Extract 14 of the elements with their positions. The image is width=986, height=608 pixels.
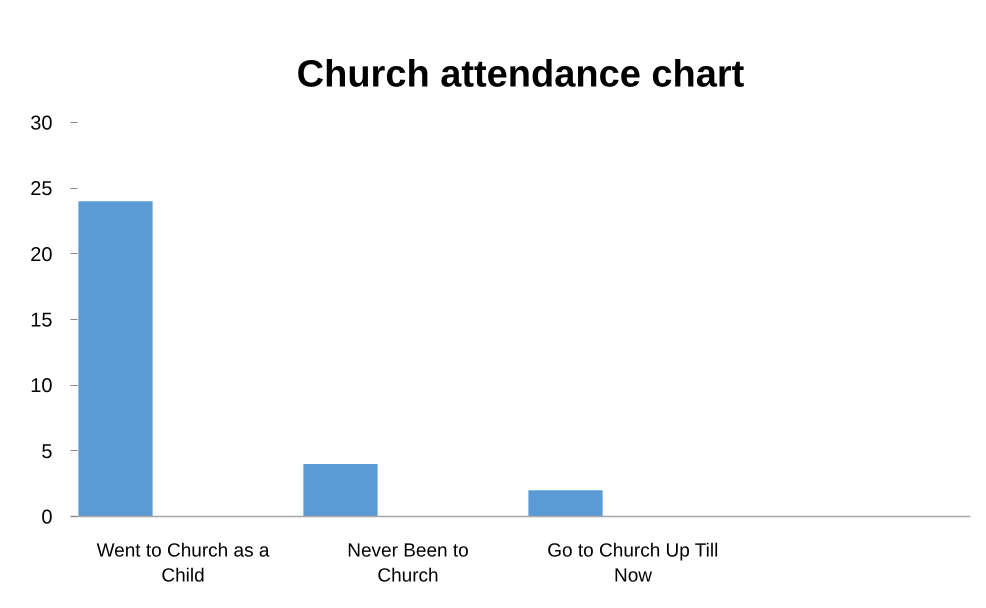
chart-title: Church attendance chart bbox=[296, 54, 745, 96]
y-tick-label: 5 bbox=[41, 440, 52, 463]
y-tick-label: 20 bbox=[30, 244, 53, 266]
x-tick-label: Went to Church as a Child bbox=[96, 540, 270, 587]
y-tick-label: 0 bbox=[41, 506, 52, 528]
x-tick-label: Never Been to Church bbox=[347, 540, 469, 587]
x-tick-label: Go to Church Up Till Now bbox=[547, 540, 718, 587]
y-tick-label: 10 bbox=[30, 375, 53, 398]
y-tick-label: 30 bbox=[30, 112, 53, 134]
y-tick-label: 25 bbox=[30, 178, 53, 200]
y-tick-label: 15 bbox=[30, 310, 53, 332]
bar bbox=[303, 464, 378, 516]
bar bbox=[78, 201, 153, 516]
bar bbox=[528, 490, 603, 516]
